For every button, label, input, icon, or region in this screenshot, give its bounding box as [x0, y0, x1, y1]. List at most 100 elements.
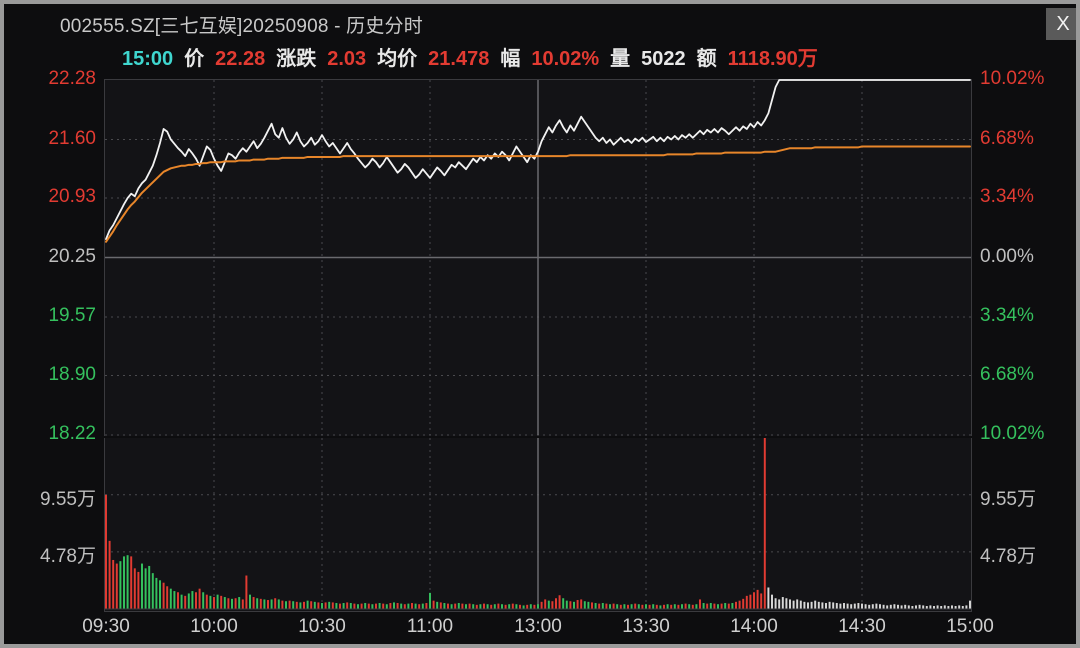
volume-bar	[328, 601, 331, 609]
volume-bar	[159, 580, 161, 609]
volume-bar	[861, 603, 863, 609]
price-chart-pane[interactable]	[104, 79, 972, 436]
volume-bar	[717, 604, 719, 609]
volume-bar	[245, 575, 248, 609]
volume-bar	[119, 561, 122, 609]
title-bar: 002555.SZ[三七互娱]20250908 - 历史分时 X	[4, 4, 1076, 40]
volume-bar	[681, 604, 683, 609]
volume-bar	[256, 598, 259, 609]
volume-bar	[389, 603, 392, 609]
volume-bar	[353, 603, 356, 609]
volume-bar	[151, 573, 154, 609]
volume-bar	[270, 599, 273, 609]
volume-bar	[378, 603, 381, 609]
volume-bar	[346, 602, 349, 609]
volume-bar	[220, 595, 223, 609]
volume-bar	[735, 601, 737, 609]
volume-bar	[634, 603, 637, 609]
volume-bar	[601, 603, 604, 609]
volume-bar	[655, 604, 658, 609]
time-axis-tick: 13:00	[514, 616, 562, 637]
volume-bar	[857, 603, 860, 609]
volume-bar	[907, 605, 910, 609]
volume-bar	[691, 604, 694, 609]
volume-bar	[238, 597, 241, 609]
volume-bar	[569, 601, 572, 609]
volume-bar	[299, 602, 302, 609]
time-axis-tick: 13:30	[622, 616, 670, 637]
volume-bar	[223, 597, 226, 609]
volume-bar	[421, 603, 424, 609]
volume-bar	[202, 592, 205, 609]
volume-value: 5022	[641, 48, 686, 70]
volume-bar	[241, 599, 244, 609]
percent-axis-tick-right: 10.02%	[980, 423, 1045, 444]
quote-info-bar: 15:00 价 22.28 涨跌 2.03 均价 21.478 幅 10.02% 量 5022 额 11…	[4, 44, 1076, 74]
volume-bar	[540, 601, 543, 609]
volume-bar	[893, 604, 896, 609]
volume-bar	[382, 603, 385, 609]
volume-bar	[148, 565, 151, 609]
volume-bar	[155, 577, 158, 609]
volume-bar	[137, 571, 140, 609]
volume-bar	[231, 598, 233, 609]
volume-bar	[274, 598, 277, 609]
price-axis-tick-left: 18.90	[48, 363, 96, 385]
volume-bar	[288, 600, 291, 609]
volume-bar	[486, 604, 489, 609]
volume-bar	[699, 599, 701, 609]
volume-bar	[879, 604, 881, 609]
volume-bar	[112, 559, 115, 609]
volume-bar	[335, 603, 338, 609]
volume-bar	[947, 606, 950, 609]
volume-bar	[583, 601, 586, 609]
volume-bar	[958, 605, 961, 609]
volume-bar	[375, 603, 377, 609]
volume-bar	[457, 603, 460, 609]
price-axis-tick-left: 22.28	[48, 68, 96, 89]
volume-bar	[828, 601, 831, 609]
volume-bar	[472, 604, 475, 609]
volume-bar	[965, 605, 968, 609]
volume-bar	[198, 588, 201, 609]
volume-bar	[429, 592, 431, 609]
close-icon[interactable]: X	[1046, 8, 1076, 40]
volume-bar	[742, 598, 745, 609]
volume-bar	[547, 600, 550, 609]
price-axis-tick-left: 21.60	[48, 127, 96, 149]
volume-bar	[609, 604, 611, 609]
volume-bar	[771, 594, 773, 609]
volume-bar	[324, 602, 327, 609]
volume-bar	[889, 604, 892, 609]
volume-bar	[425, 603, 428, 609]
volume-bar	[511, 603, 514, 609]
volume-axis-tick-right: 9.55万	[980, 488, 1036, 510]
price-axis-tick-left: 19.57	[48, 305, 96, 326]
volume-bar	[191, 591, 194, 609]
volume-bar	[616, 604, 619, 609]
volume-bar	[900, 605, 903, 609]
volume-chart-pane[interactable]	[104, 438, 972, 612]
avg-price-label: 均价	[377, 48, 418, 70]
volume-bar	[393, 602, 395, 609]
volume-bar	[126, 555, 129, 609]
volume-bar	[821, 602, 824, 609]
volume-bar	[619, 604, 622, 609]
volume-bar	[195, 592, 197, 609]
price-axis-tick-left: 18.22	[48, 423, 96, 444]
volume-bar	[133, 568, 136, 609]
time-axis-tick: 11:00	[406, 616, 454, 637]
volume-bar	[940, 606, 943, 609]
quote-time: 15:00	[122, 48, 174, 70]
volume-bar	[645, 604, 647, 609]
volume-bar	[357, 604, 359, 609]
volume-bar	[799, 600, 802, 609]
volume-bar	[519, 604, 521, 609]
volume-bar	[702, 603, 705, 609]
volume-bar	[875, 603, 878, 609]
volume-bar	[785, 598, 788, 609]
pct-label: 幅	[500, 48, 521, 70]
volume-bar	[677, 604, 680, 609]
volume-bar	[594, 603, 597, 609]
